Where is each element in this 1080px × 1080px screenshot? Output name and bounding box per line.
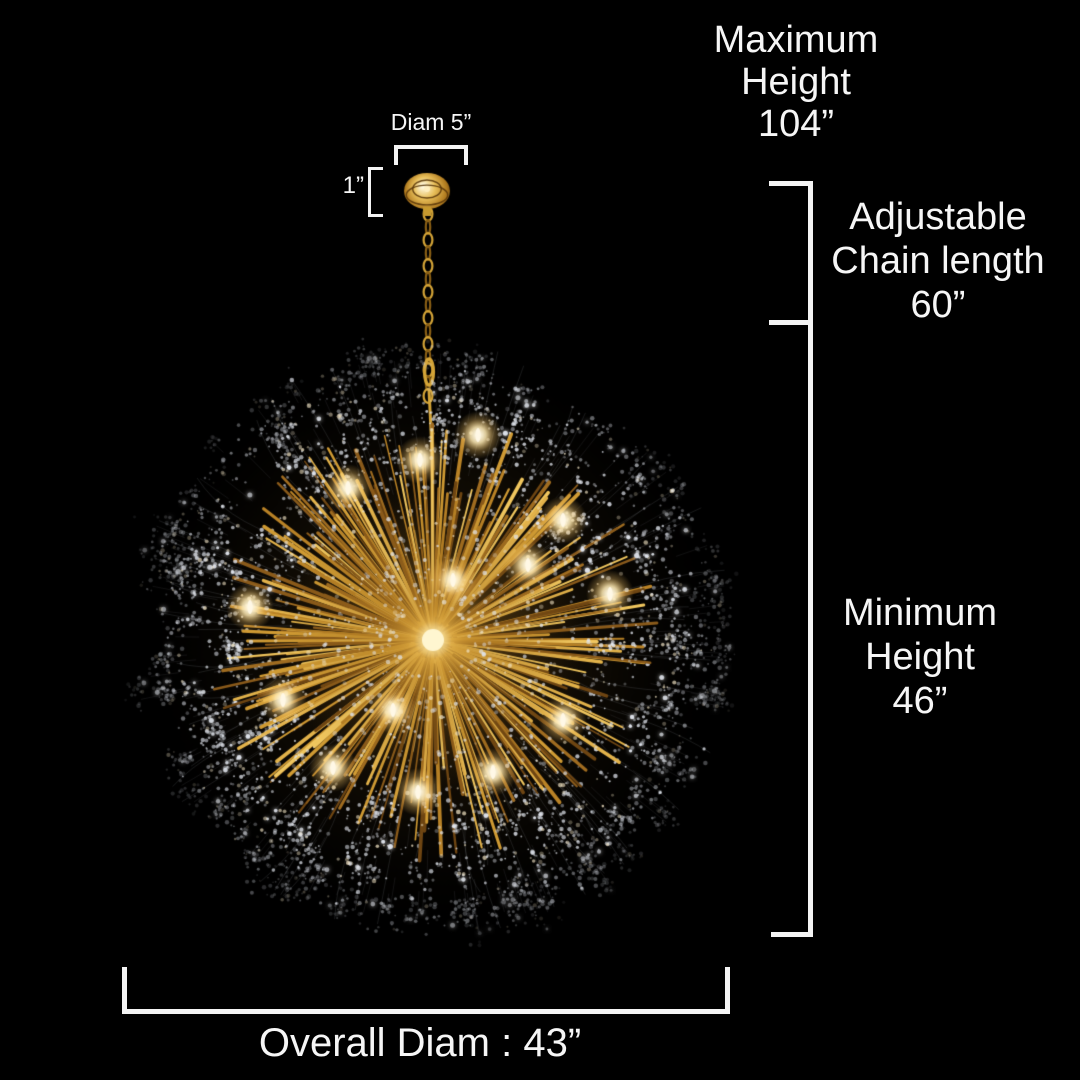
minimum-height-label: Minimum Height 46” (842, 592, 998, 722)
maximum-height-label: Maximum Height 104” (713, 19, 879, 145)
canopy-height-bracket (368, 167, 383, 217)
right-dimension-tick-bottom (771, 932, 813, 937)
right-dimension-line (808, 181, 813, 937)
overall-diameter-label: Overall Diam : 43” (258, 1021, 582, 1065)
canopy-diameter-bracket (394, 145, 468, 165)
right-dimension-tick-top (769, 181, 813, 186)
overall-diameter-bracket (122, 967, 730, 1014)
chain-length-label: Adjustable Chain length 60” (831, 196, 1045, 326)
canopy-diameter-label: Diam 5” (390, 109, 472, 135)
canopy-height-label: 1” (342, 172, 364, 199)
right-dimension-tick-middle (769, 320, 813, 325)
